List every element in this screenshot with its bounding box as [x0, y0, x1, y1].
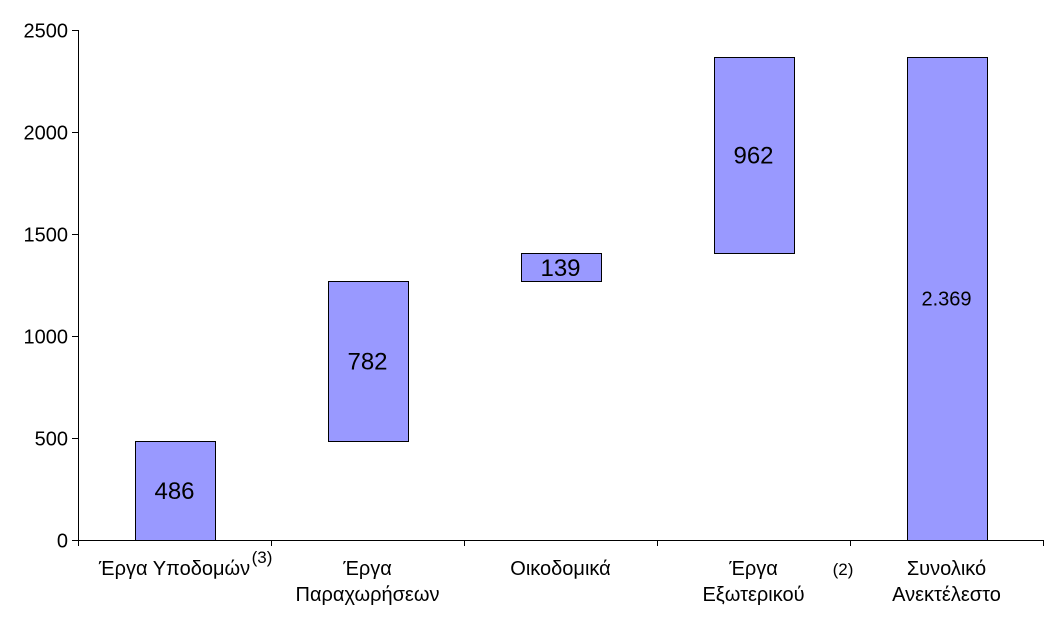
category-labels: Έργα Υποδομών Έργα Παραχωρήσεων Οικοδομικά Έ… [98, 558, 1001, 606]
x-category-label-line: Οικοδομικά [510, 558, 610, 580]
x-category-label: Έργα Εξωτερικού [702, 558, 804, 606]
x-category-label-line: Έργα [728, 558, 778, 580]
x-category-label-line: Εξωτερικού [702, 584, 804, 606]
bar [521, 253, 602, 282]
x-category-label: Συνολικό Ανεκτέλεστο [892, 558, 1001, 606]
x-category-label-line: Ανεκτέλεστο [892, 584, 1001, 606]
y-tick-label: 0 [57, 531, 68, 553]
bar-value-label: 139 [540, 255, 580, 282]
x-category-label: Έργα Υποδομών [98, 558, 250, 580]
bar [714, 57, 795, 254]
bar [328, 281, 409, 442]
footnotes: (3) (2) [252, 548, 854, 579]
x-category-label-line: Συνολικό [907, 558, 986, 580]
y-axis-ticks: 0 500 1000 1500 2000 2500 [24, 21, 78, 553]
y-tick-label: 2500 [24, 21, 69, 43]
x-category-label-line: Έργα [342, 558, 392, 580]
y-tick-label: 1000 [24, 327, 69, 349]
y-tick-label: 1500 [24, 225, 69, 247]
x-category-label: Οικοδομικά [510, 558, 610, 580]
x-category-label-line: Παραχωρήσεων [296, 584, 440, 606]
bars: 486 782 139 962 2.369 [135, 57, 988, 541]
y-tick-label: 2000 [24, 123, 69, 145]
bar-value-label: 2.369 [921, 289, 971, 311]
bar-value-label: 782 [347, 349, 387, 376]
footnote-marker: (2) [833, 560, 854, 579]
bar-value-label: 486 [154, 478, 194, 505]
y-tick-label: 500 [35, 429, 68, 451]
bar-value-label: 962 [733, 142, 773, 169]
x-category-label: Έργα Παραχωρήσεων [296, 558, 440, 606]
footnote-marker: (3) [252, 548, 273, 567]
x-category-label-line: Έργα Υποδομών [98, 558, 250, 580]
bar [907, 57, 988, 541]
